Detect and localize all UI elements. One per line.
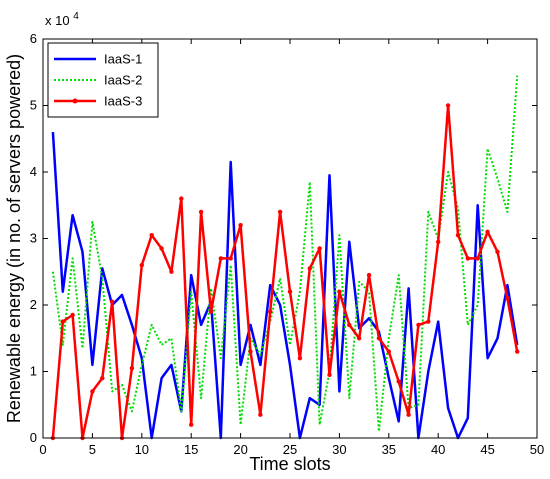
series-iaas-1 <box>51 132 519 440</box>
y-tick-label: 6 <box>30 31 37 46</box>
legend-marker <box>72 98 78 104</box>
y-exponent-base: x 10 <box>45 13 70 28</box>
data-point <box>129 365 135 371</box>
x-tick-label: 15 <box>184 442 198 457</box>
data-point <box>208 309 214 314</box>
y-exponent-power: 4 <box>73 11 79 22</box>
data-point <box>515 349 520 354</box>
x-tick-label: 30 <box>332 442 346 457</box>
data-point <box>139 262 144 268</box>
x-tick-label: 40 <box>431 442 445 457</box>
series-line <box>51 132 519 440</box>
data-point <box>495 249 500 254</box>
y-axis-exponent: x 10 4 <box>45 11 79 28</box>
legend-entry: IaaS-2 <box>54 73 142 88</box>
data-point <box>455 232 461 238</box>
data-point <box>238 223 243 228</box>
data-point <box>307 266 312 271</box>
x-tick-label: 35 <box>382 442 396 457</box>
data-point <box>189 422 194 427</box>
data-point <box>60 319 65 324</box>
legend-label: IaaS-1 <box>104 52 142 67</box>
data-point <box>337 289 342 294</box>
legend-label: IaaS-3 <box>104 94 142 109</box>
legend-label: IaaS-2 <box>104 73 142 88</box>
series-iaas-3 <box>50 103 520 441</box>
data-point <box>505 296 510 301</box>
data-point <box>169 269 174 274</box>
data-point <box>179 196 184 201</box>
data-point <box>70 312 75 318</box>
x-tick-label: 20 <box>233 442 247 457</box>
data-point <box>198 209 204 215</box>
x-tick-label: 10 <box>135 442 149 457</box>
data-point <box>376 336 382 341</box>
y-tick-label: 3 <box>30 231 37 246</box>
y-tick-label: 4 <box>30 164 37 179</box>
data-point <box>396 379 401 384</box>
y-tick-label: 2 <box>30 297 37 312</box>
data-point <box>258 412 263 417</box>
data-point <box>248 349 253 354</box>
data-point <box>386 349 391 354</box>
data-point <box>100 375 105 381</box>
data-point <box>347 322 352 328</box>
data-point <box>327 372 332 378</box>
data-point <box>277 209 283 215</box>
data-point <box>228 256 233 261</box>
x-axis-title: Time slots <box>249 454 330 474</box>
series-layer <box>50 75 520 441</box>
x-tick-label: 0 <box>39 442 46 457</box>
x-tick-label: 5 <box>89 442 96 457</box>
data-point <box>159 246 164 251</box>
data-point <box>287 289 293 294</box>
y-tick-label: 0 <box>30 430 37 445</box>
data-point <box>485 229 490 235</box>
legend-entry: IaaS-1 <box>54 52 142 67</box>
x-tick-label: 50 <box>530 442 544 457</box>
data-point <box>445 103 451 108</box>
y-tick-label: 5 <box>30 98 37 113</box>
data-point <box>356 336 362 341</box>
data-point <box>149 232 154 238</box>
data-point <box>416 322 421 328</box>
data-point <box>475 256 480 261</box>
x-tick-label: 25 <box>283 442 297 457</box>
series-line <box>51 104 519 440</box>
data-point <box>406 412 411 417</box>
data-point <box>465 256 471 261</box>
data-point <box>109 299 115 304</box>
data-point <box>317 246 322 251</box>
data-point <box>297 356 303 361</box>
data-point <box>366 272 372 278</box>
data-point <box>436 239 441 245</box>
y-tick-label: 1 <box>30 364 37 379</box>
legend-entry: IaaS-3 <box>54 94 142 109</box>
x-tick-label: 45 <box>480 442 494 457</box>
y-axis-title: Renewable energy (in no. of servers powe… <box>4 54 24 423</box>
legend: IaaS-1 IaaS-2 IaaS-3 <box>47 42 159 118</box>
data-point <box>426 319 431 324</box>
data-point <box>90 389 95 394</box>
data-point <box>218 256 224 261</box>
data-point <box>268 309 273 314</box>
